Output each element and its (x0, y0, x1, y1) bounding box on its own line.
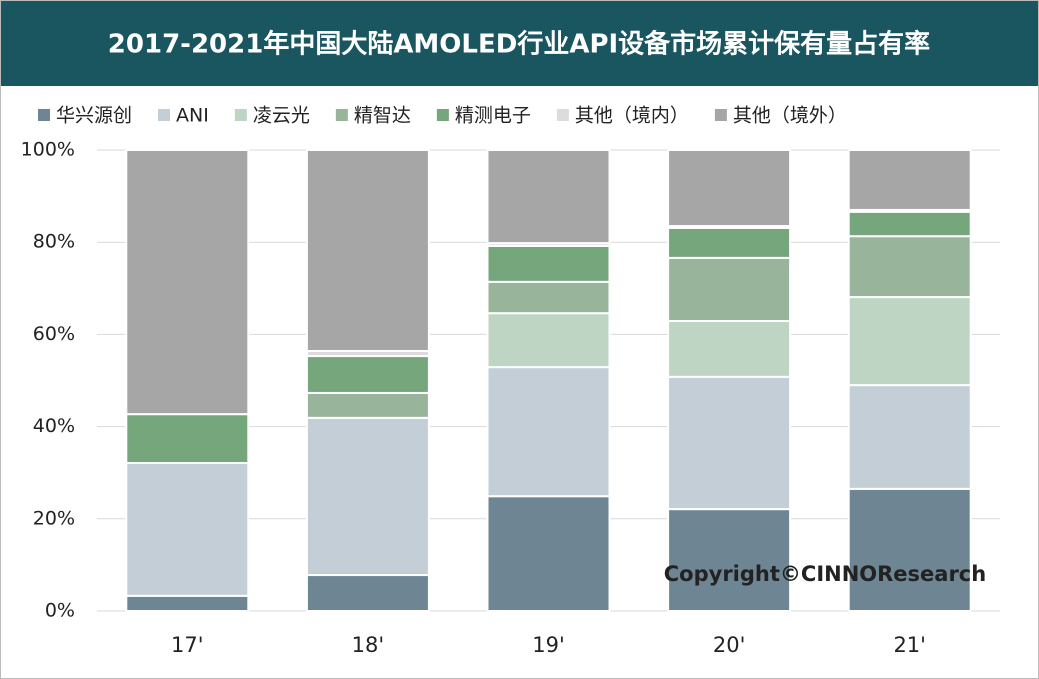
bar-segment (847, 210, 972, 238)
bar-segment (125, 594, 250, 612)
legend-swatch (335, 109, 348, 121)
bar-segment (486, 495, 611, 612)
y-tick-label: 100% (21, 139, 75, 161)
bar-segment (847, 487, 972, 612)
title-bar (1, 1, 1038, 86)
bar-segment (667, 320, 792, 378)
bar-segment (125, 149, 250, 416)
y-tick-label: 0% (45, 600, 75, 622)
bar-segment (305, 416, 430, 577)
legend-label: 凌云光 (253, 105, 310, 127)
bar-segment (486, 244, 611, 283)
legend-swatch (234, 109, 247, 121)
bar-segment (486, 312, 611, 369)
bar-segment (486, 149, 611, 245)
bar-segment (305, 355, 430, 394)
legend-label: 其他（境内） (575, 105, 689, 127)
legend-label: 精测电子 (455, 105, 531, 127)
legend-swatch (556, 109, 569, 121)
legend-swatch (436, 109, 449, 121)
x-tick-label: 21' (893, 633, 926, 657)
bar-segment (667, 149, 792, 228)
bar-segment (125, 462, 250, 597)
x-tick-label: 18' (352, 633, 385, 657)
y-tick-label: 60% (33, 323, 75, 345)
legend-swatch (158, 109, 171, 121)
bar-segment (667, 375, 792, 511)
bar-segment (847, 149, 972, 211)
bar-segment (847, 235, 972, 299)
legend-label: 其他（境外） (733, 105, 847, 127)
y-tick-label: 40% (33, 415, 75, 437)
bar-segment (667, 256, 792, 323)
legend-swatch (38, 109, 50, 121)
annotation: Copyright©CINNOResearch (664, 562, 986, 586)
bar-segment (486, 280, 611, 315)
bar-segment (305, 574, 430, 612)
bar-segment (305, 149, 430, 352)
legend-swatch (714, 109, 727, 121)
legend-label: 精智达 (354, 105, 411, 127)
x-tick-label: 19' (532, 633, 565, 657)
x-tick-label: 20' (713, 633, 746, 657)
y-tick-label: 80% (33, 231, 75, 253)
bar-segment (667, 508, 792, 612)
legend-label: 华兴源创 (56, 105, 132, 127)
x-tick-label: 17' (171, 633, 204, 657)
chart-title: 2017-2021年中国大陆AMOLED行业API设备市场累计保有量占有率 (108, 29, 930, 60)
bar-segment (847, 384, 972, 490)
bar-segment (847, 296, 972, 387)
bar-segment (125, 413, 250, 465)
y-tick-label: 20% (33, 507, 75, 529)
bar-segment (486, 366, 611, 498)
bar-segment (305, 391, 430, 419)
bar-segment (667, 226, 792, 259)
legend-label: ANI (176, 105, 209, 127)
